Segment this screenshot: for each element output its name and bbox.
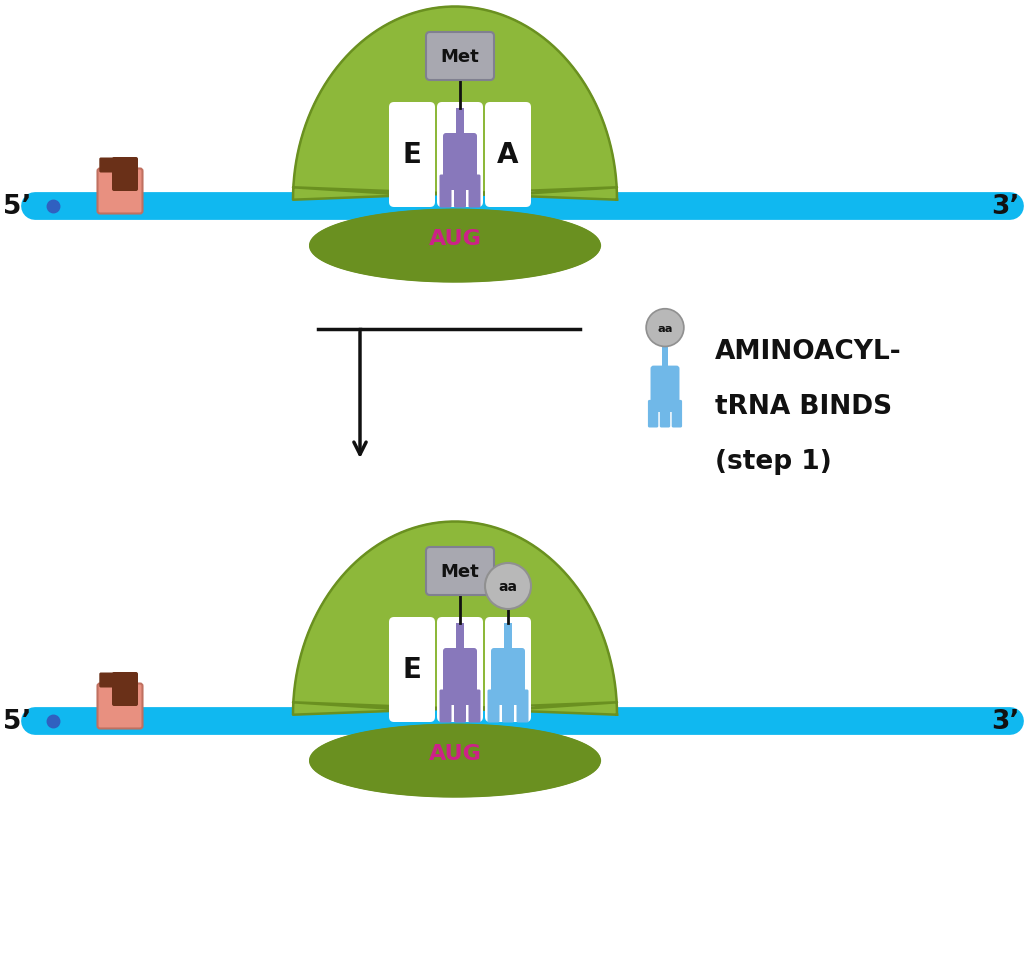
FancyBboxPatch shape — [648, 401, 658, 428]
Text: AUG: AUG — [429, 229, 481, 249]
Text: AMINOACYL-: AMINOACYL- — [715, 338, 901, 364]
FancyBboxPatch shape — [112, 158, 138, 192]
Text: aa: aa — [657, 323, 673, 333]
FancyBboxPatch shape — [437, 617, 483, 723]
Polygon shape — [293, 522, 617, 715]
Text: E: E — [402, 141, 422, 169]
Text: 5’: 5’ — [3, 194, 32, 220]
FancyBboxPatch shape — [439, 175, 452, 209]
Bar — [456, 624, 464, 652]
FancyBboxPatch shape — [487, 690, 500, 723]
Text: A: A — [498, 141, 519, 169]
Bar — [456, 109, 464, 136]
Bar — [441, 694, 479, 704]
FancyBboxPatch shape — [454, 175, 466, 209]
Bar — [649, 404, 681, 413]
FancyBboxPatch shape — [426, 548, 494, 596]
FancyBboxPatch shape — [443, 649, 477, 694]
FancyBboxPatch shape — [389, 103, 435, 208]
Polygon shape — [310, 725, 600, 797]
FancyBboxPatch shape — [112, 673, 138, 706]
FancyBboxPatch shape — [389, 617, 435, 723]
FancyBboxPatch shape — [99, 159, 135, 173]
FancyBboxPatch shape — [469, 175, 480, 209]
Text: 3’: 3’ — [991, 194, 1019, 220]
Text: (step 1): (step 1) — [715, 449, 831, 475]
FancyBboxPatch shape — [672, 401, 682, 428]
FancyBboxPatch shape — [454, 690, 466, 723]
FancyBboxPatch shape — [490, 649, 525, 694]
Bar — [662, 346, 669, 369]
Text: 3’: 3’ — [991, 708, 1019, 734]
Text: Met: Met — [440, 562, 479, 580]
Circle shape — [646, 309, 684, 347]
FancyBboxPatch shape — [426, 33, 494, 81]
FancyBboxPatch shape — [485, 103, 531, 208]
Bar — [504, 624, 512, 652]
FancyBboxPatch shape — [97, 684, 142, 728]
FancyBboxPatch shape — [439, 690, 452, 723]
FancyBboxPatch shape — [650, 366, 680, 405]
FancyBboxPatch shape — [516, 690, 528, 723]
Text: AUG: AUG — [429, 743, 481, 763]
Text: tRNA BINDS: tRNA BINDS — [715, 394, 892, 420]
FancyBboxPatch shape — [443, 134, 477, 180]
FancyBboxPatch shape — [437, 103, 483, 208]
Polygon shape — [310, 210, 600, 283]
FancyBboxPatch shape — [97, 169, 142, 214]
FancyBboxPatch shape — [485, 617, 531, 723]
Circle shape — [485, 563, 531, 609]
Text: aa: aa — [499, 579, 517, 593]
FancyBboxPatch shape — [99, 673, 135, 688]
Polygon shape — [293, 8, 617, 201]
Text: E: E — [402, 655, 422, 683]
Text: 5’: 5’ — [3, 708, 32, 734]
Bar — [489, 694, 527, 704]
Bar — [441, 179, 479, 190]
FancyBboxPatch shape — [502, 690, 514, 723]
FancyBboxPatch shape — [659, 401, 670, 428]
FancyBboxPatch shape — [469, 690, 480, 723]
Text: Met: Met — [440, 48, 479, 66]
